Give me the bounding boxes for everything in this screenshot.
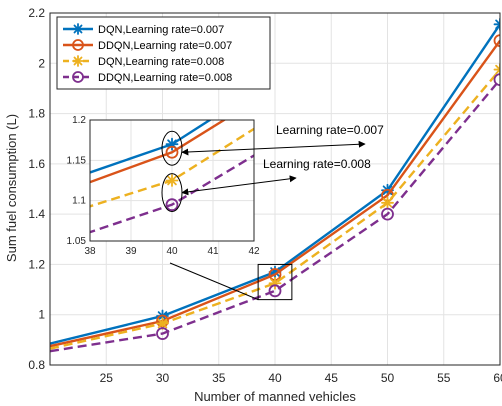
inset-y-tick-label: 1.05 [67, 236, 87, 247]
legend-marker [72, 23, 84, 35]
legend-label: DQN,Learning rate=0.007 [98, 24, 224, 36]
data-point [268, 284, 282, 298]
inset-y-tick-label: 1.1 [72, 196, 86, 207]
legend-label: DDQN,Learning rate=0.008 [98, 72, 232, 84]
legend-entry: DQN,Learning rate=0.008 [63, 55, 224, 68]
legend-marker [72, 71, 84, 83]
inset-x-tick-label: 41 [207, 246, 219, 257]
series-line [50, 78, 500, 353]
x-tick-label: 60 [493, 371, 502, 385]
y-tick-label: 1.2 [28, 257, 45, 271]
inset-x-tick-label: 40 [166, 246, 178, 257]
inset-y-tick-label: 1.15 [67, 155, 87, 166]
series-lines [50, 17, 500, 353]
x-tick-label: 30 [156, 371, 170, 385]
annotation-arrow [181, 175, 297, 196]
x-tick-label: 50 [381, 371, 395, 385]
zoom-connector [169, 262, 259, 301]
x-tick-label: 25 [100, 371, 114, 385]
legend-label: DDQN,Learning rate=0.007 [98, 40, 232, 52]
data-point [381, 207, 394, 221]
y-tick-label: 0.8 [28, 358, 45, 372]
legend-entry: DDQN,Learning rate=0.008 [63, 71, 232, 84]
y-tick-label: 2 [38, 56, 45, 70]
inset-series-3 [90, 127, 254, 208]
legend-entry: DQN,Learning rate=0.007 [63, 23, 224, 36]
annotation-arrow [181, 140, 366, 156]
y-tick-label: 1.4 [28, 207, 45, 221]
legend-marker [72, 39, 84, 51]
series-3 [50, 63, 500, 350]
y-tick-label: 2.2 [28, 6, 45, 20]
series-line [50, 39, 500, 348]
legend-marker [72, 55, 84, 67]
data-point [156, 327, 169, 340]
data-point [381, 196, 394, 210]
x-tick-label: 55 [437, 371, 451, 385]
data-point [493, 17, 500, 31]
y-tick-label: 1 [38, 308, 45, 322]
data-point [156, 317, 169, 330]
inset-data-point [165, 198, 179, 212]
inset-x-tick-label: 42 [248, 246, 260, 257]
y-tick-label: 1.6 [28, 157, 45, 171]
annotation-label: Learning rate=0.007 [276, 123, 384, 137]
inset-data-point [165, 174, 179, 187]
y-tick-label: 1.8 [28, 107, 45, 121]
annotations: Learning rate=0.007 Learning rate=0.008 [181, 123, 384, 196]
annotation-label: Learning rate=0.008 [263, 157, 371, 171]
x-tick-label: 40 [268, 371, 282, 385]
inset-series-2 [90, 120, 227, 184]
inset-series-line [90, 120, 227, 184]
data-point [493, 34, 500, 48]
inset-x-tick-label: 39 [125, 246, 137, 257]
inset-y-tick-label: 1.2 [72, 115, 86, 126]
x-axis-title: Number of manned vehicles [194, 389, 356, 404]
inset-x-tick-label: 38 [84, 246, 96, 257]
legend-entry: DDQN,Learning rate=0.007 [63, 39, 232, 52]
y-axis-title: Sum fuel consumption (L) [4, 114, 19, 262]
zoom-indicator [169, 262, 293, 301]
legend-label: DQN,Learning rate=0.008 [98, 56, 224, 68]
axes: 25 30 35 40 45 50 55 60 0.8 1 1.2 1.4 1.6 1.8 2 2.2 [28, 6, 502, 385]
zoom-region-box [257, 263, 293, 301]
x-tick-label: 45 [325, 371, 339, 385]
series-4 [50, 73, 500, 353]
data-point [493, 73, 500, 87]
x-tick-label: 35 [212, 371, 226, 385]
data-point [493, 63, 500, 76]
series-line [50, 68, 500, 350]
plot-frame [49, 12, 501, 366]
legend: DQN,Learning rate=0.007 DDQN,Learning rat… [56, 16, 271, 90]
inset-data-point [165, 145, 179, 159]
